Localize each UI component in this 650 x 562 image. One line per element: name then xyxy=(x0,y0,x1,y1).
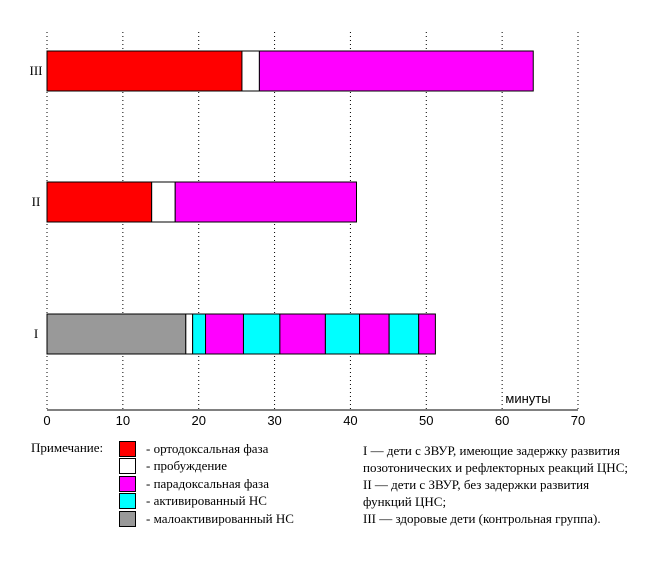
bar-segment-para xyxy=(359,313,390,355)
x-tick-label: 20 xyxy=(191,413,205,428)
bar-segment-para xyxy=(418,313,436,355)
legend-label: - пробуждение xyxy=(146,458,228,474)
bar-segment-low xyxy=(46,313,187,355)
bar-segment-ortho xyxy=(46,181,153,223)
category-label: II xyxy=(32,194,41,209)
group-explanation: III — здоровые дети (контрольная группа)… xyxy=(363,511,601,526)
group-explanation: I — дети с ЗВУР, имеющие задержку развит… xyxy=(363,443,628,475)
legend-swatch xyxy=(119,458,136,475)
x-tick-label: 50 xyxy=(419,413,433,428)
group-explanation: II — дети с ЗВУР, без задержки развития … xyxy=(363,477,590,509)
legend-swatch xyxy=(119,493,136,510)
legend-swatch xyxy=(119,510,136,527)
x-tick-label: 70 xyxy=(571,413,585,428)
bar-segment-active xyxy=(388,313,420,355)
x-tick-label: 10 xyxy=(116,413,130,428)
bar-segment-wake xyxy=(241,50,260,92)
bar-segment-para xyxy=(205,313,244,355)
legend-item: - активированный НС xyxy=(119,493,294,511)
bar-segment-active xyxy=(192,313,207,355)
bar-segment-para xyxy=(279,313,326,355)
legend-item: - парадоксальная фаза xyxy=(119,475,294,493)
x-axis-label: минуты xyxy=(505,391,550,406)
legend-swatch xyxy=(119,475,136,492)
legend-item: - ортодоксальная фаза xyxy=(119,440,294,458)
x-tick-label: 40 xyxy=(343,413,357,428)
x-tick-label: 30 xyxy=(267,413,281,428)
legend-label: - парадоксальная фаза xyxy=(146,475,269,491)
legend: - ортодоксальная фаза - пробуждение - пара… xyxy=(119,440,294,528)
bar-segment-wake xyxy=(151,181,176,223)
category-label: III xyxy=(30,63,43,78)
bar-segment-wake xyxy=(185,313,194,355)
bar-segment-para xyxy=(174,181,357,223)
bar-segment-active xyxy=(324,313,361,355)
x-tick-label: 0 xyxy=(43,413,50,428)
group-explanations: I — дети с ЗВУР, имеющие задержку развит… xyxy=(363,442,633,527)
bar-segment-para xyxy=(258,50,534,92)
category-label: I xyxy=(34,326,38,341)
legend-swatch xyxy=(119,440,136,457)
legend-label: - малоактивированный НС xyxy=(146,510,294,526)
legend-item: - малоактивированный НС xyxy=(119,510,294,528)
x-tick-label: 60 xyxy=(495,413,509,428)
legend-label: - активированный НС xyxy=(146,493,267,509)
bar-segment-active xyxy=(242,313,281,355)
note-title: Примечание: xyxy=(31,440,104,455)
legend-label: - ортодоксальная фаза xyxy=(146,440,269,456)
legend-item: - пробуждение xyxy=(119,458,294,476)
bar-segment-ortho xyxy=(46,50,243,92)
